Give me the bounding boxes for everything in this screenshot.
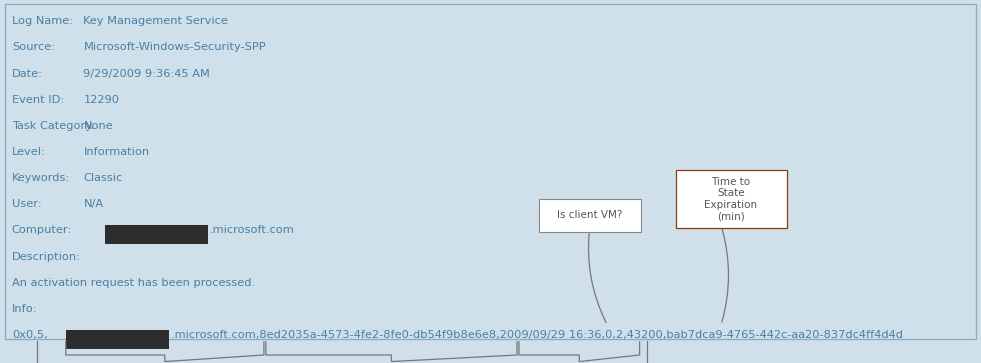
Text: None: None	[83, 121, 113, 131]
Text: Info:: Info:	[12, 304, 37, 314]
Text: .microsoft.com: .microsoft.com	[210, 225, 294, 236]
FancyBboxPatch shape	[676, 170, 787, 228]
Text: Computer:: Computer:	[12, 225, 72, 236]
Text: Description:: Description:	[12, 252, 80, 262]
Text: Log Name:: Log Name:	[12, 16, 73, 26]
Text: Time to
State
Expiration
(min): Time to State Expiration (min)	[704, 176, 757, 221]
Text: N/A: N/A	[83, 199, 104, 209]
Text: Date:: Date:	[12, 69, 43, 79]
Text: User:: User:	[12, 199, 41, 209]
FancyBboxPatch shape	[539, 199, 641, 232]
Text: Is client VM?: Is client VM?	[557, 210, 622, 220]
Text: 12290: 12290	[83, 95, 120, 105]
FancyBboxPatch shape	[66, 330, 169, 349]
Text: Event ID:: Event ID:	[12, 95, 64, 105]
Text: Microsoft-Windows-Security-SPP: Microsoft-Windows-Security-SPP	[83, 42, 266, 53]
Text: Key Management Service: Key Management Service	[83, 16, 229, 26]
Text: 9/29/2009 9:36:45 AM: 9/29/2009 9:36:45 AM	[83, 69, 210, 79]
Text: Information: Information	[83, 147, 149, 157]
Text: Source:: Source:	[12, 42, 55, 53]
Text: .microsoft.com,8ed2035a-4573-4fe2-8fe0-db54f9b8e6e8,2009/09/29 16:36,0,2,43200,b: .microsoft.com,8ed2035a-4573-4fe2-8fe0-d…	[171, 330, 903, 340]
Text: Keywords:: Keywords:	[12, 173, 70, 183]
Text: 0x0,5,: 0x0,5,	[12, 330, 47, 340]
Text: Task Category:: Task Category:	[12, 121, 95, 131]
FancyBboxPatch shape	[5, 4, 976, 339]
Text: Level:: Level:	[12, 147, 46, 157]
Text: Classic: Classic	[83, 173, 123, 183]
Text: An activation request has been processed.: An activation request has been processed…	[12, 278, 255, 288]
FancyBboxPatch shape	[105, 225, 208, 244]
